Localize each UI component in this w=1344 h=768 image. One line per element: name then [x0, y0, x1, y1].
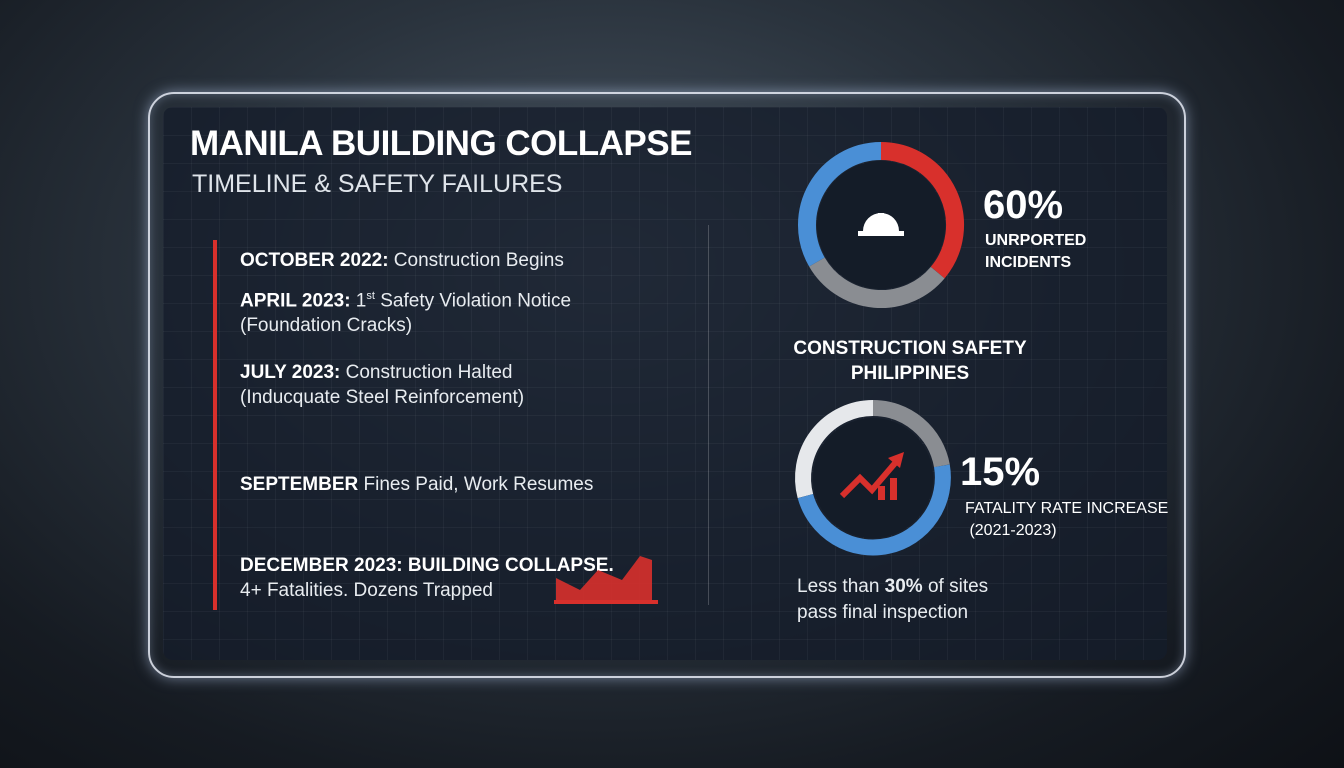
event-text: Construction Begins: [388, 250, 564, 271]
event-date: OCTOBER 2022:: [240, 250, 389, 271]
event: JULY 2023: Construction Halted (Inducquat…: [240, 360, 524, 410]
stat-value: 15%: [960, 450, 1041, 494]
event-date: APRIL 2023:: [240, 290, 351, 312]
event-date: DECEMBER 2023: BUILDING COLLAPSE.: [240, 555, 614, 576]
footer-note: Less than 30% of sites pass final inspect…: [797, 574, 988, 626]
subtitle: TIMELINE & SAFETY FAILURES: [192, 170, 563, 198]
title: MANILA BUILDING COLLAPSE: [190, 124, 692, 163]
heading-line: PHILIPPINES: [850, 363, 970, 384]
event: DECEMBER 2023: BUILDING COLLAPSE. 4+ Fata…: [240, 553, 614, 603]
stat-label-line: UNRPORTED: [985, 232, 1087, 249]
event-text: Fines Paid, Work Resumes: [358, 474, 594, 495]
donut-fatality: [795, 400, 951, 556]
event-detail: (Foundation Cracks): [240, 315, 413, 337]
event: SEPTEMBER Fines Paid, Work Resumes: [240, 472, 593, 497]
note-text: of sites: [922, 576, 989, 597]
event-detail: (Inducquate Steel Reinforcement): [240, 387, 525, 408]
note-value: 30%: [884, 576, 923, 597]
event-ordinal: 1: [350, 290, 367, 312]
event-text: Construction Halted: [340, 362, 513, 383]
panel: [163, 107, 1167, 660]
divider: [708, 225, 709, 605]
heading-line: CONSTRUCTION SAFETY: [793, 338, 1027, 359]
section-heading: CONSTRUCTION SAFETY PHILIPPINES: [770, 336, 1050, 386]
event-detail: 4+ Fatalities. Dozens Trapped: [240, 580, 493, 601]
stat-label: UNRPORTED INCIDENTS: [985, 230, 1086, 274]
timeline-bar: [213, 240, 217, 610]
stat-value: 60%: [983, 183, 1064, 227]
stat-period: (2021-2023): [969, 522, 1057, 539]
event: APRIL 2023: 1st Safety Violation Notice (…: [240, 284, 571, 338]
stat-label-line: INCIDENTS: [985, 254, 1072, 271]
frame: [148, 92, 1186, 678]
event: OCTOBER 2022: Construction Begins: [240, 248, 564, 273]
collapse-icon: [554, 556, 658, 604]
note-text: pass final inspection: [797, 602, 969, 623]
event-text: Safety Violation Notice: [374, 290, 572, 312]
event-suffix: st: [366, 290, 375, 302]
note-text: Less than: [797, 576, 885, 597]
stat-label-line: FATALITY RATE INCREASE: [965, 500, 1169, 517]
event-date: JULY 2023:: [240, 362, 341, 383]
event-date: SEPTEMBER: [240, 474, 359, 495]
donut-unreported: [798, 142, 964, 309]
stat-label: FATALITY RATE INCREASE (2021-2023): [965, 498, 1168, 542]
